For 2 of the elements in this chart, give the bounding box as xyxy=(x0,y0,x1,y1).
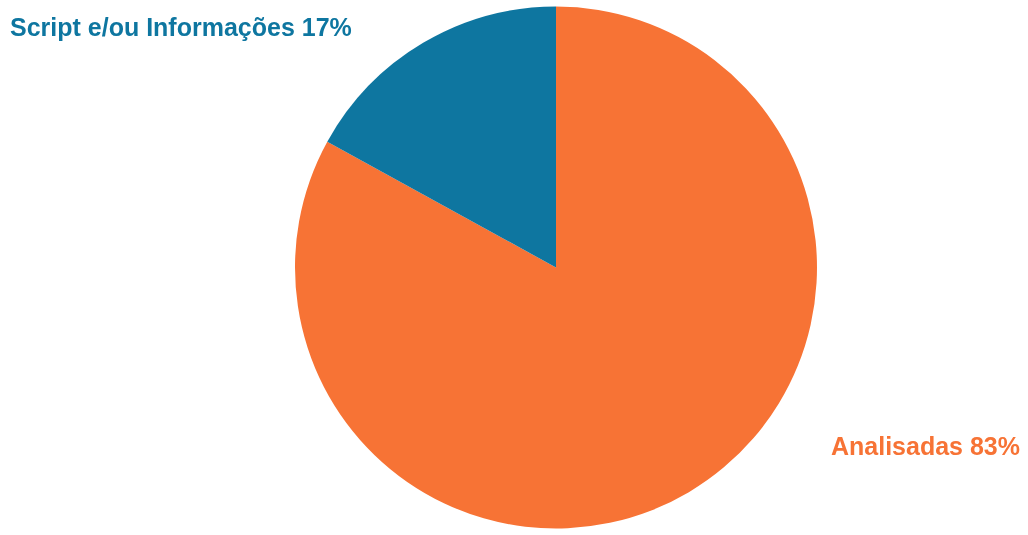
slice-label: Script e/ou Informações 17% xyxy=(10,12,352,41)
slice-label: Analisadas 83% xyxy=(831,431,1020,460)
